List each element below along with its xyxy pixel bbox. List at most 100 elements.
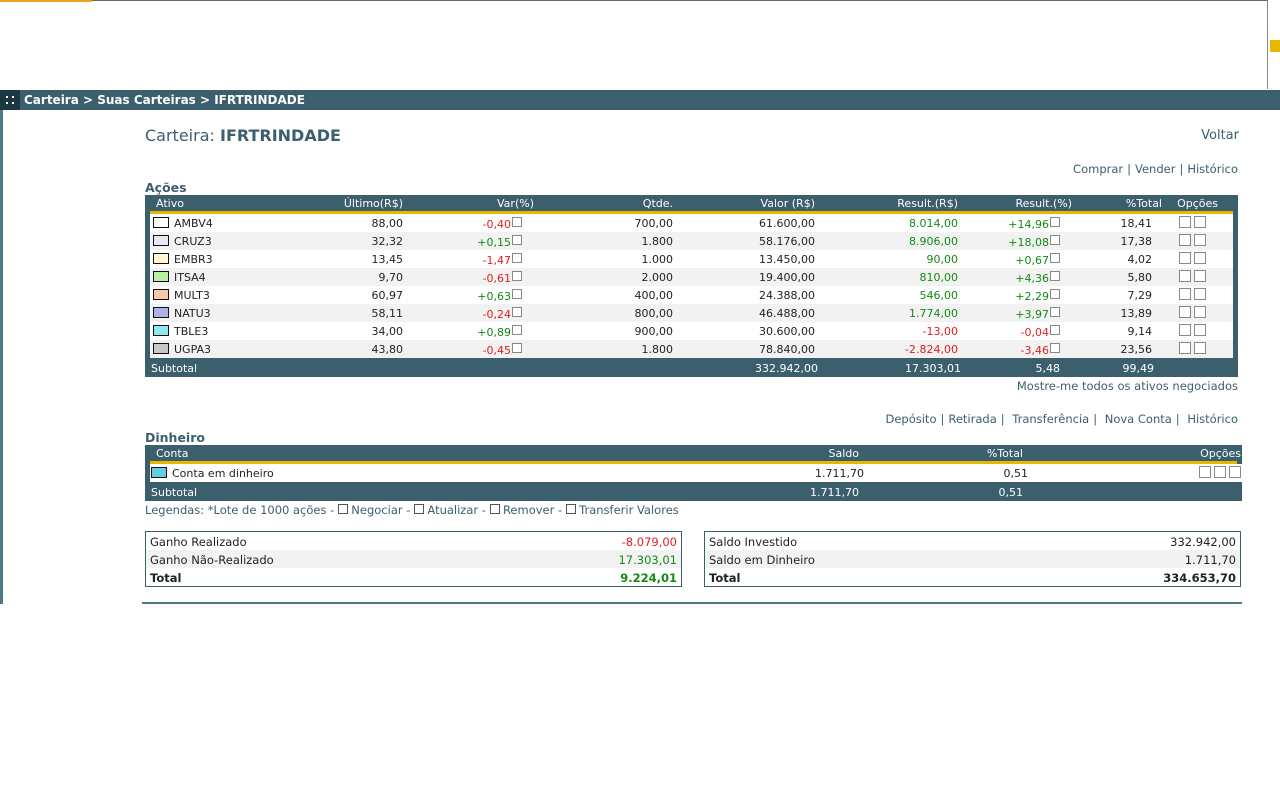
atualizar-icon[interactable]: [1194, 234, 1206, 246]
left-frame-line: [0, 110, 3, 604]
negociar-icon[interactable]: [1179, 324, 1191, 336]
info-icon[interactable]: [1050, 343, 1060, 353]
color-swatch: [153, 325, 169, 336]
var-cell: -0,24: [483, 307, 522, 321]
atualizar-icon[interactable]: [1194, 252, 1206, 264]
ultimo-cell: 60,97: [372, 289, 404, 302]
info-icon[interactable]: [512, 253, 522, 263]
atualizar-icon[interactable]: [1194, 324, 1206, 336]
info-icon[interactable]: [1050, 307, 1060, 317]
result-pct-value: -3,46: [1020, 344, 1049, 357]
info-icon[interactable]: [1050, 253, 1060, 263]
ultimo-value: 32,32: [371, 235, 404, 248]
breadcrumb[interactable]: Carteira > Suas Carteiras > IFRTRINDADE: [24, 93, 305, 107]
valor-cell: 24.388,00: [759, 289, 815, 302]
options-cell: [1179, 288, 1209, 302]
side-widget-icon: [1270, 40, 1280, 52]
table-row[interactable]: NATU3 58,11 -0,24 800,00 46.488,00 1.774,00 +3…: [150, 304, 1233, 322]
info-icon[interactable]: [1050, 289, 1060, 299]
conta-cell: Conta em dinheiro: [151, 467, 274, 480]
info-icon[interactable]: [512, 235, 522, 245]
qtde-cell: 400,00: [635, 289, 674, 302]
atualizar-legend-icon: [414, 504, 425, 514]
info-icon[interactable]: [512, 325, 522, 335]
info-icon[interactable]: [512, 307, 522, 317]
result-pct-value: +4,36: [1015, 272, 1049, 285]
vender-link[interactable]: Vender: [1135, 162, 1176, 176]
voltar-link[interactable]: Voltar: [1201, 128, 1239, 143]
nova-conta-link[interactable]: Nova Conta: [1104, 412, 1172, 426]
qtde-cell: 800,00: [635, 307, 674, 320]
table-row[interactable]: CRUZ3 32,32 +0,15 1.800 58.176,00 8.906,00 +18…: [150, 232, 1233, 250]
acoes-table: Ativo Último(R$) Var(%) Qtde. Valor (R$) Resu…: [145, 195, 1238, 377]
result-pct-value: +14,96: [1008, 218, 1049, 231]
deposito-link[interactable]: Depósito: [885, 412, 937, 426]
historico-dinheiro-link[interactable]: Histórico: [1187, 412, 1238, 426]
table-row[interactable]: EMBR3 13,45 -1,47 1.000 13.450,00 90,00 +0,67 4…: [150, 250, 1233, 268]
negociar-legend-icon: [338, 504, 349, 514]
info-icon[interactable]: [512, 289, 522, 299]
table-row[interactable]: MULT3 60,97 +0,63 400,00 24.388,00 546,00 +2,2…: [150, 286, 1233, 304]
remover-icon[interactable]: [1229, 466, 1241, 478]
var-value: -0,24: [482, 308, 511, 321]
atualizar-icon[interactable]: [1194, 342, 1206, 354]
comprar-link[interactable]: Comprar: [1073, 162, 1124, 176]
negociar-icon[interactable]: [1179, 252, 1191, 264]
table-row[interactable]: UGPA3 43,80 -0,45 1.800 78.840,00 -2.824,00 -3…: [150, 340, 1233, 358]
color-swatch: [151, 467, 167, 478]
negociar-icon[interactable]: [1179, 216, 1191, 228]
valor-value: 78.840,00: [759, 343, 815, 356]
grip-icon[interactable]: [0, 90, 20, 110]
result-pct-value: +3,97: [1015, 308, 1049, 321]
info-icon[interactable]: [512, 343, 522, 353]
retirada-link[interactable]: Retirada: [948, 412, 997, 426]
total-cell: 18,41: [1121, 217, 1153, 230]
negociar-icon[interactable]: [1179, 234, 1191, 246]
summary-label: Total: [150, 571, 182, 585]
result-rs-value: -13,00: [922, 325, 958, 338]
table-row[interactable]: TBLE3 34,00 +0,89 900,00 30.600,00 -13,00 -0,0…: [150, 322, 1233, 340]
negociar-icon[interactable]: [1199, 466, 1211, 478]
saldo-cell: 1.711,70: [815, 467, 864, 480]
info-icon[interactable]: [1050, 271, 1060, 281]
ultimo-cell: 58,11: [372, 307, 404, 320]
total-value: 17,38: [1120, 235, 1153, 248]
negociar-icon[interactable]: [1179, 270, 1191, 282]
table-row[interactable]: ITSA4 9,70 -0,61 2.000 19.400,00 810,00 +4,36 5…: [150, 268, 1233, 286]
transferencia-link[interactable]: Transferência: [1012, 412, 1090, 426]
total-cell: 23,56: [1121, 343, 1153, 356]
atualizar-icon[interactable]: [1194, 288, 1206, 300]
info-icon[interactable]: [512, 271, 522, 281]
ativo-cell: ITSA4: [153, 271, 206, 284]
atualizar-icon[interactable]: [1194, 216, 1206, 228]
total-cell: 7,29: [1128, 289, 1153, 302]
historico-acoes-link[interactable]: Histórico: [1187, 162, 1238, 176]
atualizar-icon[interactable]: [1194, 270, 1206, 282]
negociar-icon[interactable]: [1179, 306, 1191, 318]
info-icon[interactable]: [1050, 235, 1060, 245]
var-cell: -0,40: [483, 217, 522, 231]
ultimo-cell: 32,32: [372, 235, 404, 248]
atualizar-icon[interactable]: [1194, 306, 1206, 318]
info-icon[interactable]: [1050, 217, 1060, 227]
atualizar-icon[interactable]: [1214, 466, 1226, 478]
table-row[interactable]: Conta em dinheiro 1.711,70 0,51: [150, 464, 1242, 482]
col-qtde: Qtde.: [642, 197, 673, 210]
qtde-cell: 900,00: [635, 325, 674, 338]
balance-summary: Saldo Investido 332.942,00 Saldo em Dinhei…: [704, 531, 1241, 587]
options-cell: [1179, 306, 1209, 320]
negociar-icon[interactable]: [1179, 342, 1191, 354]
right-edge: [1267, 0, 1268, 89]
info-icon[interactable]: [1050, 325, 1060, 335]
subtotal-label: Subtotal: [151, 362, 198, 375]
summary-label: Ganho Não-Realizado: [150, 553, 274, 567]
ativo-name: TBLE3: [174, 325, 209, 338]
table-row[interactable]: AMBV4 88,00 -0,40 700,00 61.600,00 8.014,00 +1…: [150, 214, 1233, 232]
ultimo-cell: 13,45: [372, 253, 404, 266]
var-cell: +0,89: [477, 325, 522, 339]
negociar-icon[interactable]: [1179, 288, 1191, 300]
show-all-assets-link[interactable]: Mostre-me todos os ativos negociados: [1016, 379, 1238, 393]
info-icon[interactable]: [512, 217, 522, 227]
options-cell: [1179, 234, 1209, 248]
legend-atualizar: Atualizar -: [427, 503, 486, 517]
